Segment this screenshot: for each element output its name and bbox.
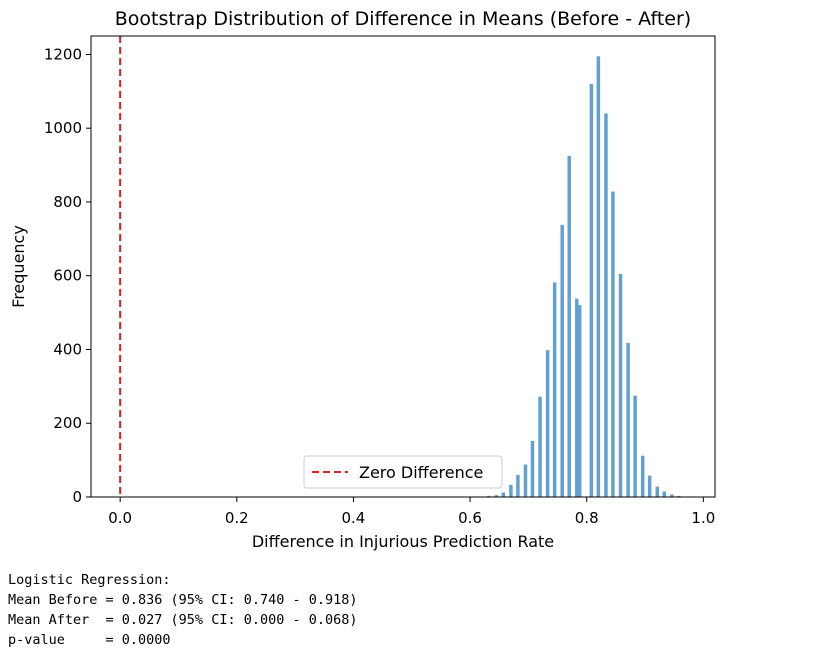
histogram-bars bbox=[486, 56, 681, 498]
histogram-bar bbox=[596, 56, 601, 497]
histogram-bar bbox=[501, 492, 506, 497]
histogram-bar bbox=[577, 305, 582, 497]
output-line-mean-after: Mean After = 0.027 (95% CI: 0.000 - 0.06… bbox=[8, 612, 358, 628]
legend-box bbox=[303, 455, 503, 489]
y-tick-label: 1000 bbox=[44, 119, 82, 137]
y-tick-label: 1200 bbox=[44, 45, 82, 63]
x-axis-ticks: 0.0 0.2 0.4 0.6 0.8 1.0 bbox=[108, 497, 715, 527]
histogram-bar bbox=[662, 491, 667, 497]
x-axis-label: Difference in Injurious Prediction Rate bbox=[252, 532, 554, 551]
histogram-bar bbox=[538, 396, 542, 497]
histogram-bar bbox=[611, 191, 615, 497]
histogram-bar bbox=[618, 273, 623, 497]
legend: Zero Difference bbox=[303, 455, 503, 489]
output-line-method: Logistic Regression: bbox=[8, 572, 171, 588]
y-tick-label: 600 bbox=[53, 267, 82, 285]
output-line-mean-before: Mean Before = 0.836 (95% CI: 0.740 - 0.9… bbox=[8, 592, 358, 608]
histogram-bar bbox=[604, 113, 608, 497]
y-axis-ticks: 0 200 400 600 800 1000 1200 bbox=[44, 45, 91, 506]
histogram-bar bbox=[530, 440, 535, 497]
x-tick-label: 0.4 bbox=[342, 509, 366, 527]
histogram-bar bbox=[552, 282, 557, 497]
output-line-p-value: p-value = 0.0000 bbox=[8, 632, 171, 648]
histogram-bar bbox=[655, 486, 660, 497]
histogram-chart: Bootstrap Distribution of Difference in … bbox=[9, 8, 716, 551]
chart-title: Bootstrap Distribution of Difference in … bbox=[115, 8, 691, 30]
x-tick-label: 0.8 bbox=[575, 509, 599, 527]
histogram-bar bbox=[647, 475, 652, 497]
histogram-bar bbox=[516, 474, 520, 497]
plot-frame bbox=[90, 35, 716, 498]
histogram-bar bbox=[509, 484, 513, 497]
histogram-bar bbox=[589, 83, 594, 497]
console-output: Logistic Regression: Mean Before = 0.836 … bbox=[8, 570, 358, 650]
histogram-bar bbox=[640, 455, 645, 497]
x-tick-label: 0.2 bbox=[225, 509, 249, 527]
y-tick-label: 0 bbox=[72, 488, 82, 506]
histogram-bar bbox=[545, 350, 550, 497]
histogram-bar bbox=[633, 395, 637, 497]
y-tick-label: 200 bbox=[53, 414, 82, 432]
x-tick-label: 1.0 bbox=[691, 509, 715, 527]
histogram-bar bbox=[670, 494, 674, 497]
histogram-bar bbox=[494, 495, 499, 497]
legend-label: Zero Difference bbox=[359, 463, 483, 482]
y-axis-label: Frequency bbox=[9, 225, 28, 308]
x-tick-label: 0.6 bbox=[458, 509, 482, 527]
histogram-bar bbox=[677, 495, 681, 497]
histogram-bar bbox=[626, 342, 630, 497]
histogram-bar bbox=[486, 495, 491, 497]
y-tick-label: 800 bbox=[53, 193, 82, 211]
histogram-bar bbox=[523, 464, 528, 497]
histogram-bar bbox=[560, 224, 564, 497]
y-tick-label: 400 bbox=[53, 340, 82, 358]
x-tick-label: 0.0 bbox=[108, 509, 132, 527]
histogram-bar bbox=[575, 298, 579, 497]
histogram-bar bbox=[567, 155, 571, 498]
